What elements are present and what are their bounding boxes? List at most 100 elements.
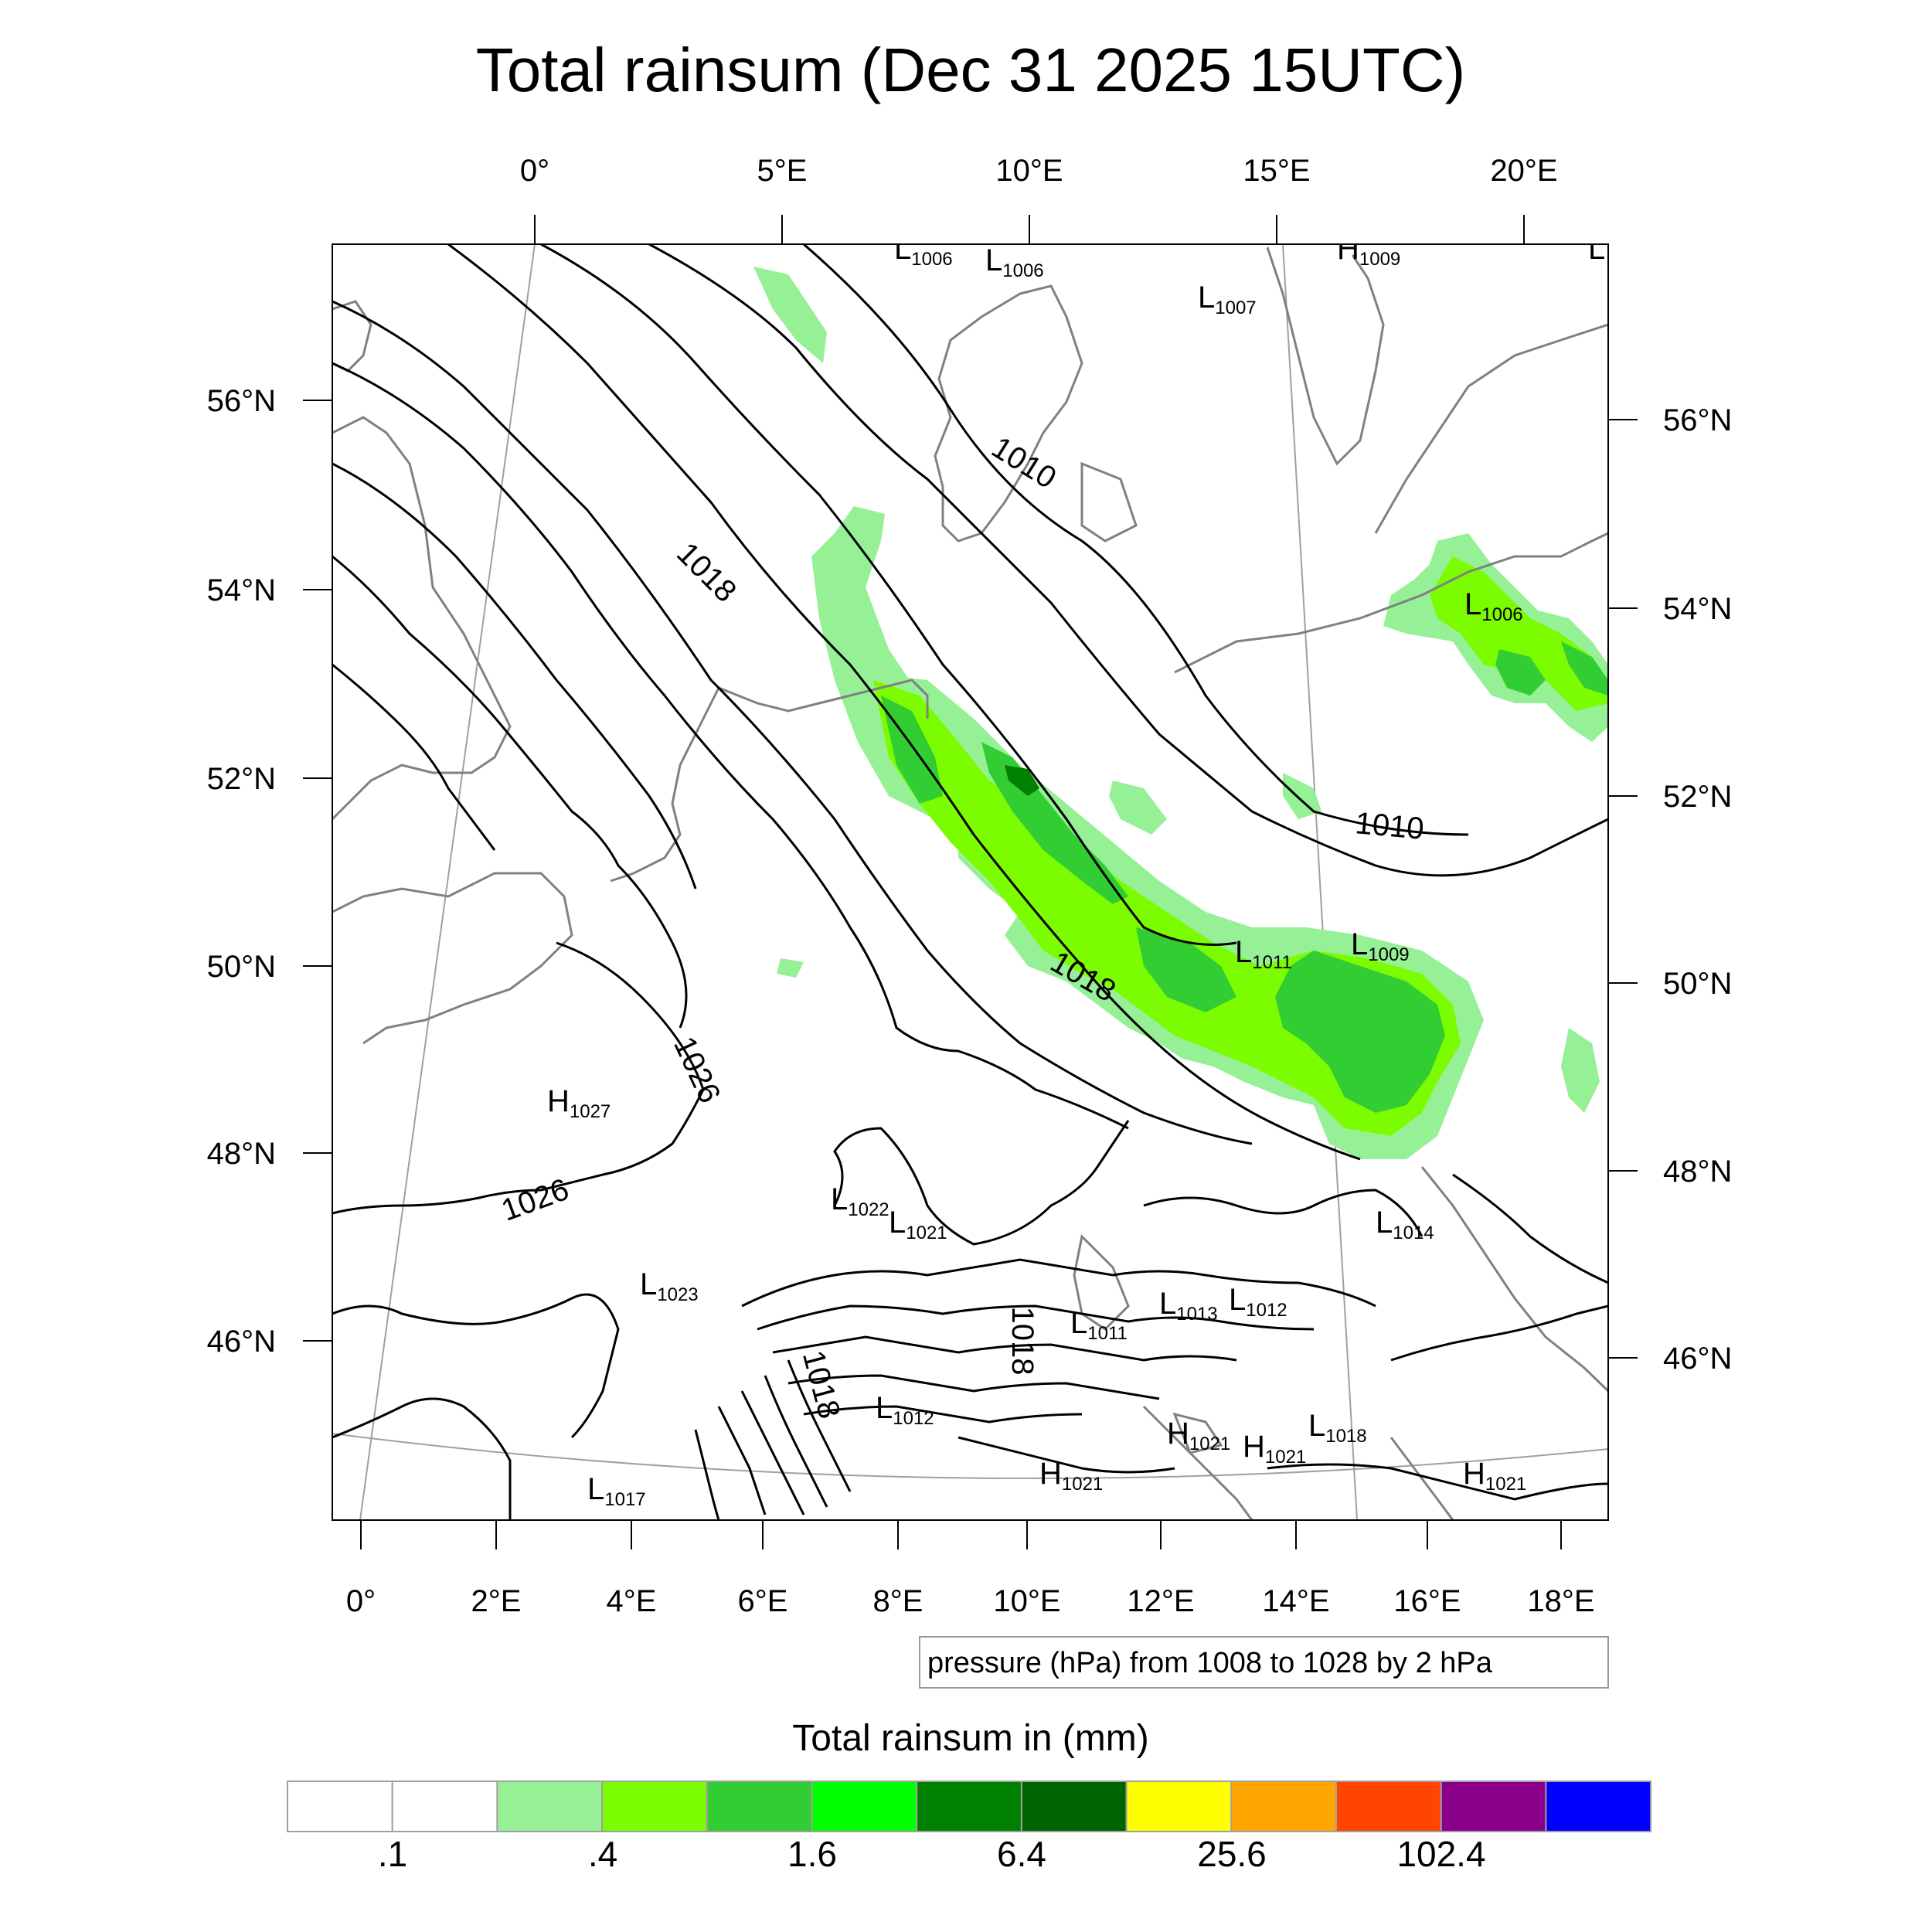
isobar-label: 1026 <box>497 1172 573 1228</box>
tick-label: 56°N <box>207 384 276 418</box>
isobar-label: 1018 <box>1005 1307 1039 1376</box>
isobars <box>332 244 1608 1520</box>
pressure-center-low: L1006 <box>1464 587 1523 625</box>
tick-label: 14°E <box>1262 1584 1329 1618</box>
colorbar-box <box>601 1781 708 1832</box>
pressure-center-low: L1006 <box>894 232 953 270</box>
pressure-centers: L1006 L1006 H1009 L L1007 L1006 L1011 L1… <box>547 232 1605 1510</box>
tick-label: 16°E <box>1393 1584 1461 1618</box>
pressure-center-low: L <box>1588 232 1605 266</box>
rain-area-poland-heavy <box>1495 641 1608 696</box>
tick-label: 54°N <box>207 573 276 607</box>
tick-label: 52°N <box>1663 780 1732 814</box>
pressure-center-high: H1009 <box>1337 232 1400 270</box>
colorbar-tick-label: .4 <box>588 1834 617 1874</box>
isobar-label: 1026 <box>667 1032 726 1108</box>
tick-label: 54°N <box>1663 592 1732 626</box>
tick-label: 50°N <box>207 950 276 984</box>
tick-label: 50°N <box>1663 967 1732 1001</box>
tick-label: 48°N <box>207 1137 276 1171</box>
right-latitude-labels: 56°N 54°N 52°N 50°N 48°N 46°N <box>1663 403 1732 1376</box>
tick-label: 0° <box>520 154 549 188</box>
pressure-center-low: L1023 <box>640 1267 699 1305</box>
colorbar-box <box>1020 1781 1128 1832</box>
map-area: 1010 1018 1010 1018 1026 1026 1018 1018 … <box>332 232 1608 1520</box>
isobar-label: 1018 <box>670 536 743 609</box>
colorbar-box <box>811 1781 918 1832</box>
pressure-center-low: L1009 <box>1351 927 1410 965</box>
pressure-center-low: L1018 <box>1308 1409 1367 1447</box>
pressure-center-high: H1021 <box>1167 1417 1230 1454</box>
pressure-center-low: L1011 <box>1235 935 1292 973</box>
tick-marks <box>303 215 1638 1549</box>
pressure-center-low: L1014 <box>1376 1206 1434 1243</box>
tick-label: 0° <box>346 1584 376 1618</box>
tick-label: 20°E <box>1490 154 1557 188</box>
isobar-label: 1010 <box>985 430 1062 495</box>
bottom-longitude-labels: 0° 2°E 4°E 6°E 8°E 10°E 12°E 14°E 16°E 1… <box>346 1584 1595 1618</box>
pressure-center-low: L1022 <box>831 1182 889 1220</box>
coastlines <box>332 247 1608 1520</box>
pressure-center-high: H1027 <box>547 1084 611 1122</box>
colorbar-tick-label: 6.4 <box>997 1834 1046 1874</box>
colorbar-title: Total rainsum in (mm) <box>792 1718 1148 1759</box>
tick-label: 4°E <box>607 1584 657 1618</box>
contour-info-text: pressure (hPa) from 1008 to 1028 by 2 hP… <box>927 1647 1493 1679</box>
colorbar-box <box>287 1781 393 1832</box>
pressure-center-low: L1013 <box>1159 1287 1218 1325</box>
top-longitude-labels: 0° 5°E 10°E 15°E 20°E <box>520 154 1558 188</box>
tick-label: 56°N <box>1663 403 1732 437</box>
left-latitude-labels: 56°N 54°N 52°N 50°N 48°N 46°N <box>207 384 276 1359</box>
pressure-center-low: L1021 <box>889 1206 947 1243</box>
isobar-label: 1018 <box>796 1347 847 1422</box>
pressure-center-low: L1011 <box>1070 1306 1128 1344</box>
pressure-center-high: H1021 <box>1039 1457 1103 1495</box>
isobar-labels: 1010 1018 1010 1018 1026 1026 1018 1018 <box>497 430 1425 1423</box>
tick-label: 15°E <box>1243 154 1310 188</box>
tick-label: 6°E <box>738 1584 788 1618</box>
colorbar-box <box>1545 1781 1652 1832</box>
pressure-center-low: L1012 <box>876 1391 934 1429</box>
tick-label: 2°E <box>471 1584 522 1618</box>
pressure-center-low: L1017 <box>587 1472 646 1510</box>
figure-title: Total rainsum (Dec 31 2025 15UTC) <box>476 36 1466 104</box>
colorbar-box <box>391 1781 498 1832</box>
pressure-center-low: L1006 <box>985 243 1044 281</box>
tick-label: 10°E <box>995 154 1063 188</box>
colorbar-tick-label: 1.6 <box>787 1834 837 1874</box>
rain-area-germany-heavy <box>881 696 1445 1113</box>
colorbar-tick-label: .1 <box>378 1834 407 1874</box>
rain-area-slovakia <box>1561 1028 1600 1113</box>
colorbar-box <box>1125 1781 1233 1832</box>
isobar-label: 1010 <box>1354 806 1425 846</box>
colorbar-box <box>916 1781 1022 1832</box>
colorbar-labels: .1 .4 1.6 6.4 25.6 102.4 <box>378 1834 1486 1874</box>
colorbar-tick-label: 102.4 <box>1396 1834 1485 1874</box>
colorbar-tick-label: 25.6 <box>1197 1834 1267 1874</box>
graticule <box>332 244 1608 1520</box>
rain-area-core <box>1005 765 1039 796</box>
rain-area-north-sea <box>753 267 827 363</box>
colorbar-box <box>706 1781 813 1832</box>
tick-label: 46°N <box>1663 1342 1732 1376</box>
pressure-center-low: L1012 <box>1229 1283 1287 1321</box>
colorbar-box <box>1335 1781 1442 1832</box>
pressure-center-high: H1021 <box>1243 1430 1306 1468</box>
tick-label: 46°N <box>207 1325 276 1359</box>
map-frame <box>332 243 1609 1521</box>
pressure-center-high: H1021 <box>1463 1457 1526 1495</box>
rain-area-poland-moderate <box>1430 556 1608 711</box>
tick-label: 8°E <box>873 1584 923 1618</box>
colorbar-box <box>1230 1781 1338 1832</box>
colorbar <box>287 1781 1652 1832</box>
colorbar-box <box>1440 1781 1547 1832</box>
tick-label: 52°N <box>207 762 276 796</box>
contour-info-box: pressure (hPa) from 1008 to 1028 by 2 hP… <box>919 1636 1609 1689</box>
tick-label: 10°E <box>993 1584 1060 1618</box>
pressure-center-low: L1007 <box>1198 281 1257 318</box>
tick-label: 5°E <box>757 154 808 188</box>
tick-label: 48°N <box>1663 1155 1732 1189</box>
tick-label: 12°E <box>1127 1584 1194 1618</box>
colorbar-box <box>496 1781 604 1832</box>
